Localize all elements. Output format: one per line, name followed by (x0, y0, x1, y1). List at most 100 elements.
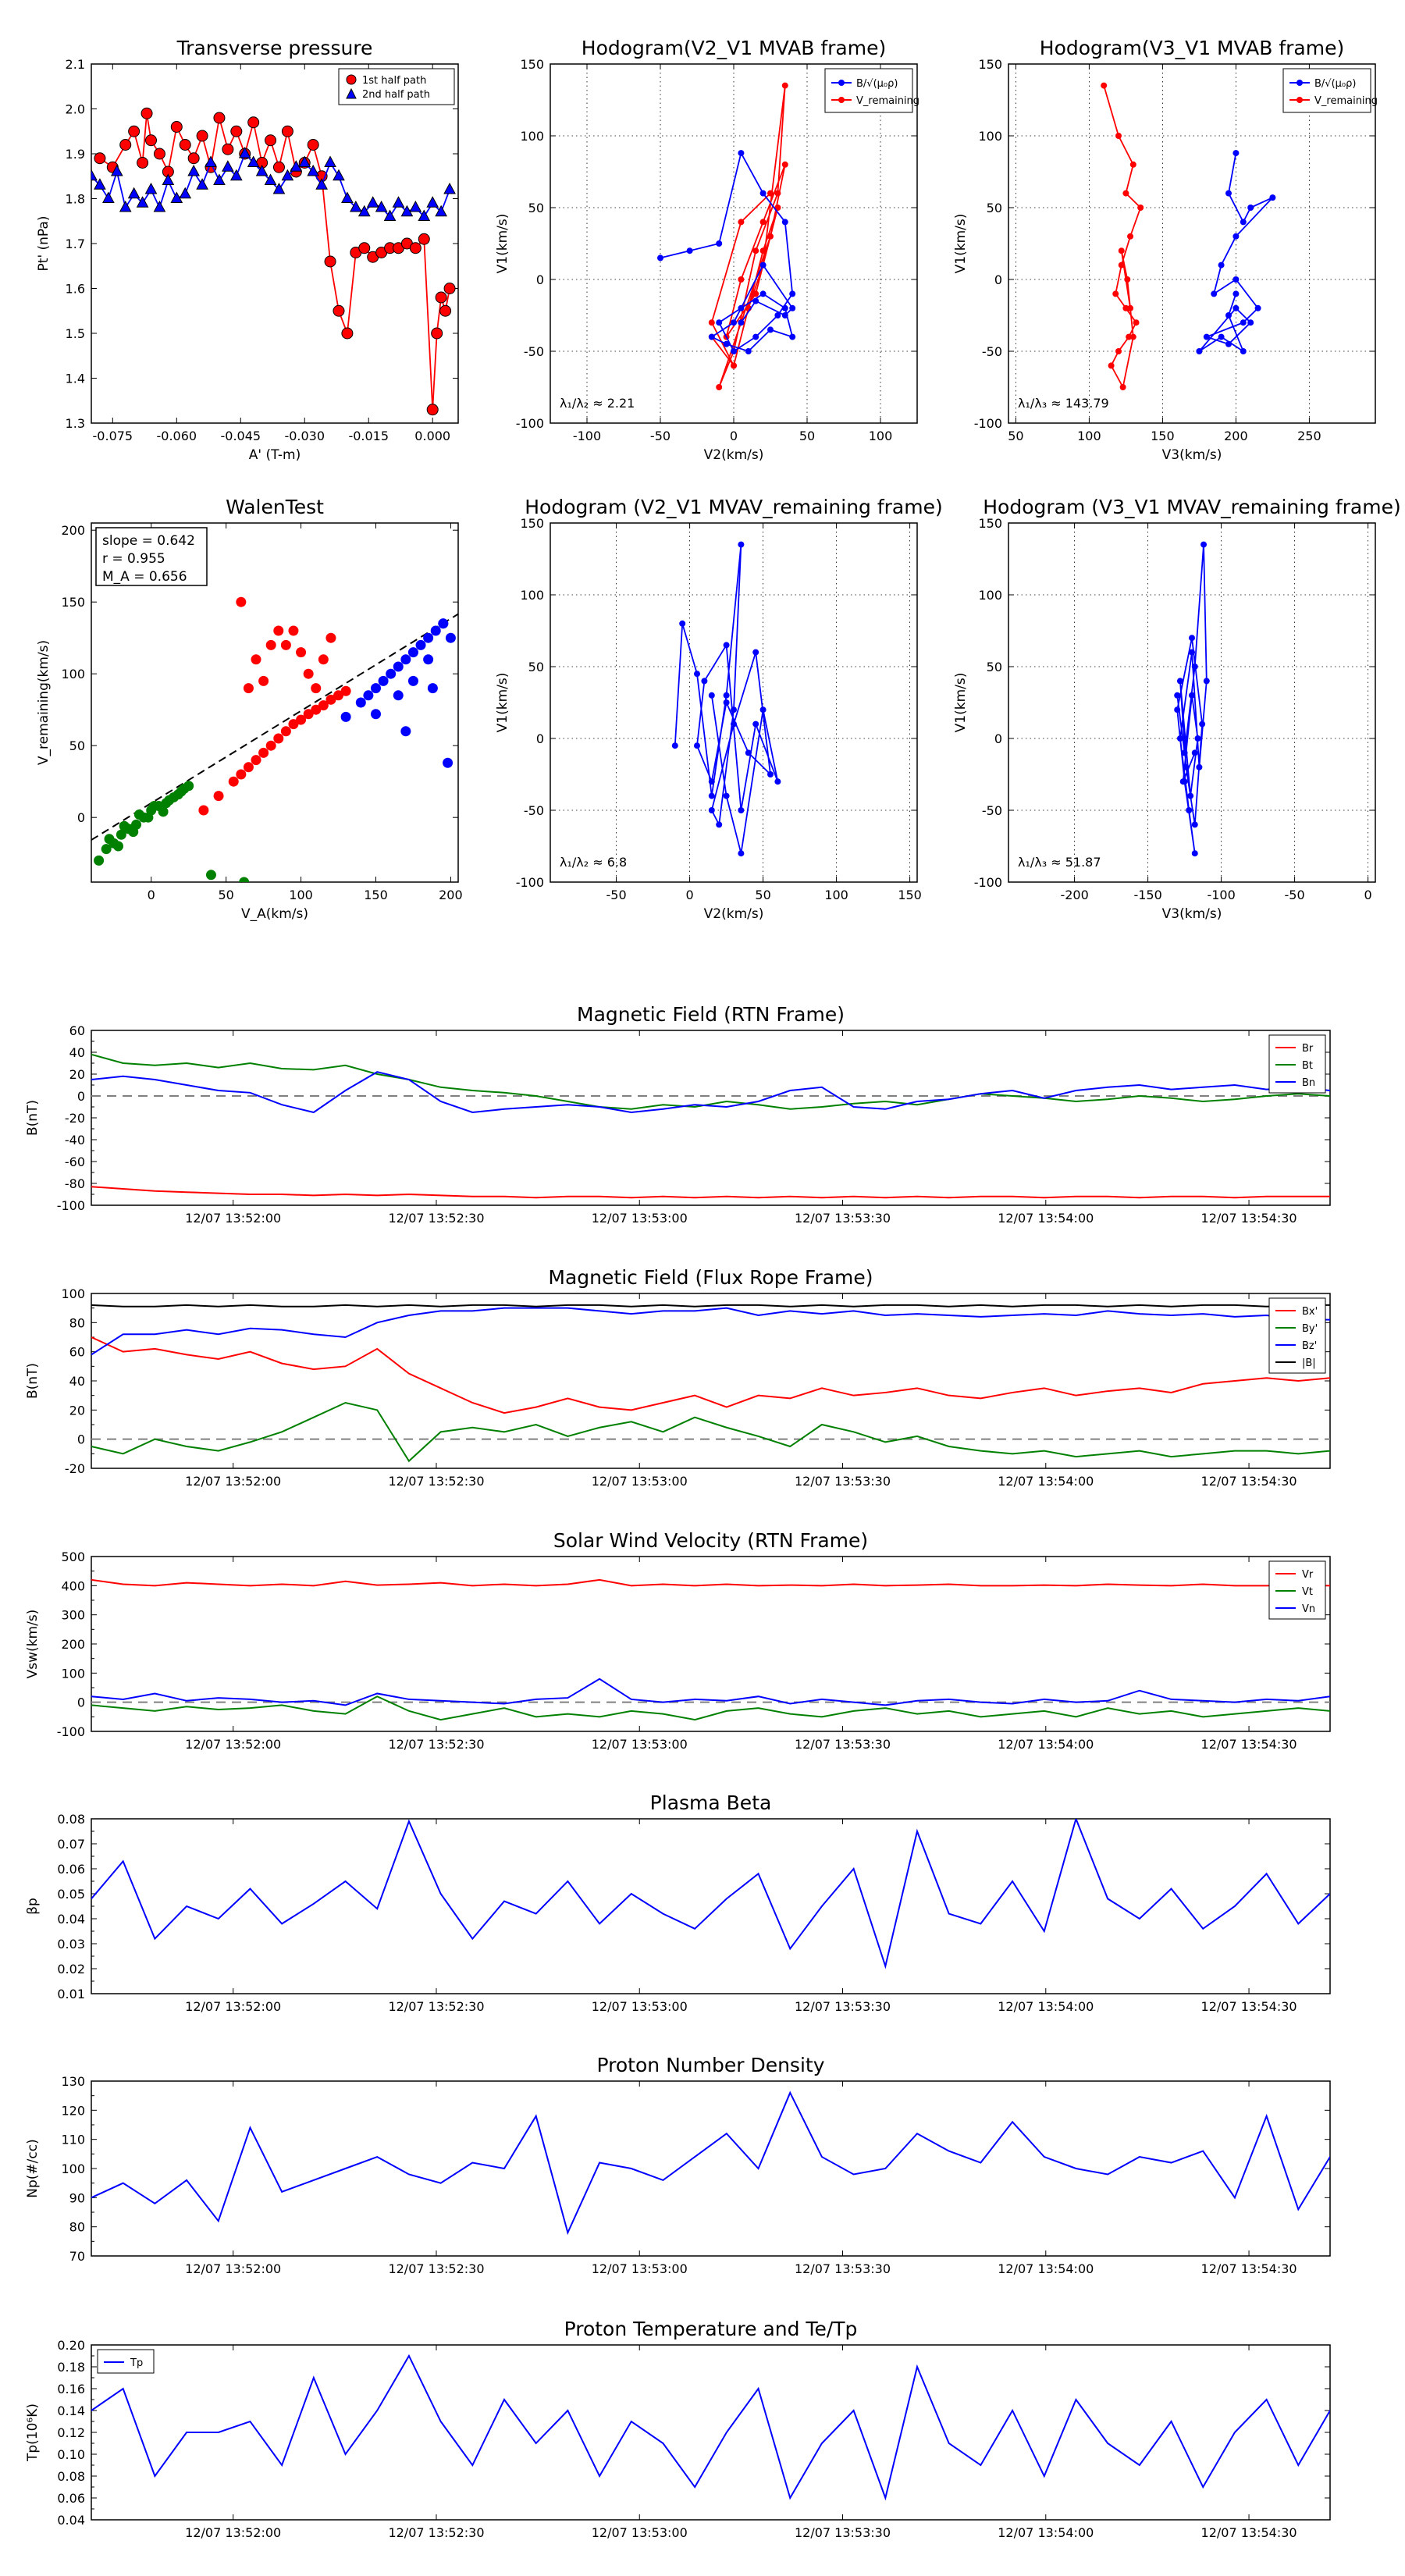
y-tick-label: 200 (61, 1637, 85, 1652)
legend-box (338, 68, 455, 105)
data-vertex (1329, 1196, 1330, 1197)
legend-label: Bt (1302, 1060, 1313, 1072)
data-point (1176, 735, 1183, 742)
walen-stats-box: slope = 0.642 r = 0.955 M_A = 0.656 (95, 527, 208, 586)
data-point (1122, 190, 1129, 197)
data-point (723, 340, 730, 347)
data-vertex (980, 1304, 981, 1306)
data-vertex (408, 2355, 410, 2357)
y-tick-label: -40 (65, 1133, 85, 1147)
data-point (355, 697, 366, 708)
data-point (133, 809, 144, 820)
data-vertex (948, 1710, 950, 1712)
data-vertex (471, 1702, 473, 1703)
data-vertex (1012, 1703, 1013, 1705)
data-vertex (1297, 2464, 1299, 2466)
data-vertex (376, 1409, 378, 1411)
series-line (1176, 544, 1208, 854)
y-tick-label: 0.20 (57, 2338, 85, 2353)
data-vertex (218, 1358, 219, 1360)
time-tick-label: 12/07 13:52:00 (185, 1474, 281, 1489)
data-vertex (91, 2197, 92, 2198)
y-tick-label: 0.08 (57, 2469, 85, 2484)
data-vertex (218, 1583, 219, 1585)
data-point (1174, 706, 1181, 713)
data-point (296, 714, 307, 725)
data-vertex (1202, 1304, 1204, 1306)
data-vertex (1012, 1315, 1013, 1316)
data-vertex (281, 1194, 283, 1195)
data-point (708, 333, 715, 340)
series-line (91, 1336, 1330, 1414)
series-tp (91, 2354, 1330, 2501)
data-point (145, 134, 158, 147)
data-point (358, 242, 371, 254)
data-vertex (535, 1913, 537, 1915)
data-vertex (313, 2179, 315, 2181)
data-point (325, 632, 336, 643)
data-vertex (789, 2092, 791, 2094)
data-vertex (758, 1585, 759, 1586)
panel-pt: Transverse pressure 2.1 2.0 1.9 1.8 1.7 1.6 1.5… (36, 37, 459, 463)
data-vertex (503, 1412, 505, 1414)
data-vertex (313, 1306, 315, 1308)
time-tick-label: 12/07 13:54:30 (1201, 1474, 1297, 1489)
time-tick-label: 12/07 13:54:30 (1201, 1999, 1297, 2014)
data-vertex (884, 1704, 886, 1706)
data-point (738, 807, 745, 813)
x-tick-label: 150 (364, 888, 388, 902)
data-point (767, 233, 774, 240)
data-vertex (821, 2443, 823, 2444)
data-point (759, 290, 767, 297)
data-point (318, 700, 329, 711)
data-vertex (884, 1197, 886, 1198)
time-tick-label: 12/07 13:53:30 (795, 1211, 891, 1226)
data-vertex (789, 2497, 791, 2499)
data-vertex (503, 1196, 505, 1197)
data-point (745, 749, 752, 756)
data-vertex (980, 1702, 981, 1703)
data-vertex (218, 1306, 219, 1308)
data-point (370, 709, 381, 720)
data-vertex (249, 1304, 251, 1306)
data-point (781, 304, 788, 311)
data-vertex (1297, 1380, 1299, 1382)
data-point (716, 319, 723, 326)
data-vertex (376, 2156, 378, 2158)
data-point (158, 806, 169, 817)
y-tick-label: 90 (69, 2190, 85, 2205)
data-vertex (726, 1583, 727, 1585)
data-point (1191, 850, 1198, 857)
data-point (170, 121, 183, 133)
time-tick-label: 12/07 13:52:00 (185, 2525, 281, 2540)
data-point (238, 146, 251, 158)
panel-title: Proton Temperature and Te/Tp (564, 2318, 858, 2340)
legend-label: Vt (1302, 1586, 1313, 1598)
time-tick-label: 12/07 13:52:00 (185, 1211, 281, 1226)
data-vertex (916, 2133, 918, 2134)
data-vertex (726, 1898, 727, 1899)
data-point (1126, 333, 1133, 340)
series-line (91, 1401, 1330, 1463)
y-tick-label: 20 (69, 1403, 85, 1418)
data-vertex (821, 1304, 823, 1306)
data-point (731, 319, 737, 326)
data-vertex (567, 1713, 568, 1715)
data-point (236, 596, 247, 607)
y-tick-label: 0.05 (57, 1887, 85, 1902)
data-point (1127, 233, 1134, 240)
data-vertex (916, 1313, 918, 1315)
y-tick-label: 0.03 (57, 1937, 85, 1952)
data-vertex (1234, 1098, 1236, 1100)
data-vertex (1234, 2197, 1236, 2198)
data-vertex (471, 1196, 473, 1197)
y-tick-label: 100 (520, 588, 544, 603)
data-vertex (376, 1071, 378, 1073)
series-line (91, 2090, 1330, 2236)
y-tick-label: -100 (57, 1724, 85, 1739)
data-vertex (726, 2432, 727, 2433)
y-axis-label: V1(km/s) (495, 673, 510, 733)
data-point (671, 742, 678, 749)
data-point (1186, 807, 1193, 813)
y-tick-label: 40 (69, 1045, 85, 1060)
